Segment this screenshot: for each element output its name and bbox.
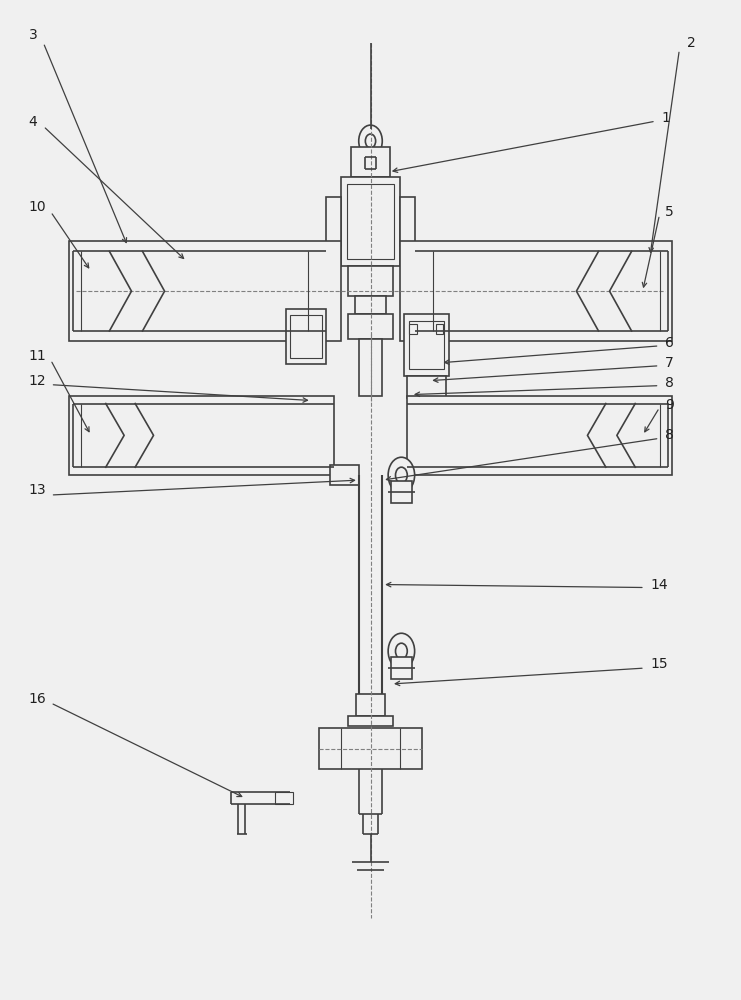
Bar xyxy=(436,324,443,334)
Text: 14: 14 xyxy=(650,578,668,592)
Bar xyxy=(391,481,412,503)
Circle shape xyxy=(359,125,382,157)
Bar xyxy=(404,314,449,376)
Bar xyxy=(319,728,422,769)
Bar xyxy=(275,792,293,804)
Text: 16: 16 xyxy=(28,692,46,706)
Text: 6: 6 xyxy=(665,336,674,350)
Bar xyxy=(69,241,341,341)
Bar xyxy=(356,694,385,716)
Text: 8: 8 xyxy=(665,428,674,442)
Bar xyxy=(359,339,382,396)
Bar xyxy=(351,147,390,177)
Bar xyxy=(391,657,412,679)
Circle shape xyxy=(365,134,376,148)
Text: 10: 10 xyxy=(28,200,46,214)
Text: 12: 12 xyxy=(28,374,46,388)
Bar xyxy=(326,197,341,246)
Bar xyxy=(347,184,394,259)
Bar xyxy=(407,376,446,398)
Bar xyxy=(355,296,386,314)
Bar xyxy=(286,309,326,364)
Circle shape xyxy=(396,467,408,483)
Text: 1: 1 xyxy=(661,111,670,125)
Circle shape xyxy=(396,643,408,659)
Bar xyxy=(400,197,415,246)
Text: 11: 11 xyxy=(28,349,46,363)
Bar xyxy=(409,321,444,369)
Bar xyxy=(410,324,417,334)
Bar xyxy=(348,266,393,296)
Bar xyxy=(348,716,393,726)
Text: 7: 7 xyxy=(665,356,674,370)
Text: 8: 8 xyxy=(665,376,674,390)
Bar xyxy=(400,241,672,341)
Text: 15: 15 xyxy=(650,657,668,671)
Bar xyxy=(69,396,333,475)
Circle shape xyxy=(388,633,415,669)
Bar xyxy=(408,396,672,475)
Bar xyxy=(330,465,359,485)
Bar xyxy=(348,314,393,339)
Circle shape xyxy=(388,457,415,493)
Text: 9: 9 xyxy=(665,398,674,412)
Bar xyxy=(290,315,322,358)
Text: 3: 3 xyxy=(28,28,37,42)
Text: 2: 2 xyxy=(687,36,696,50)
Bar xyxy=(341,177,400,266)
Text: 13: 13 xyxy=(28,483,46,497)
Text: 5: 5 xyxy=(665,205,674,219)
Text: 4: 4 xyxy=(28,115,37,129)
